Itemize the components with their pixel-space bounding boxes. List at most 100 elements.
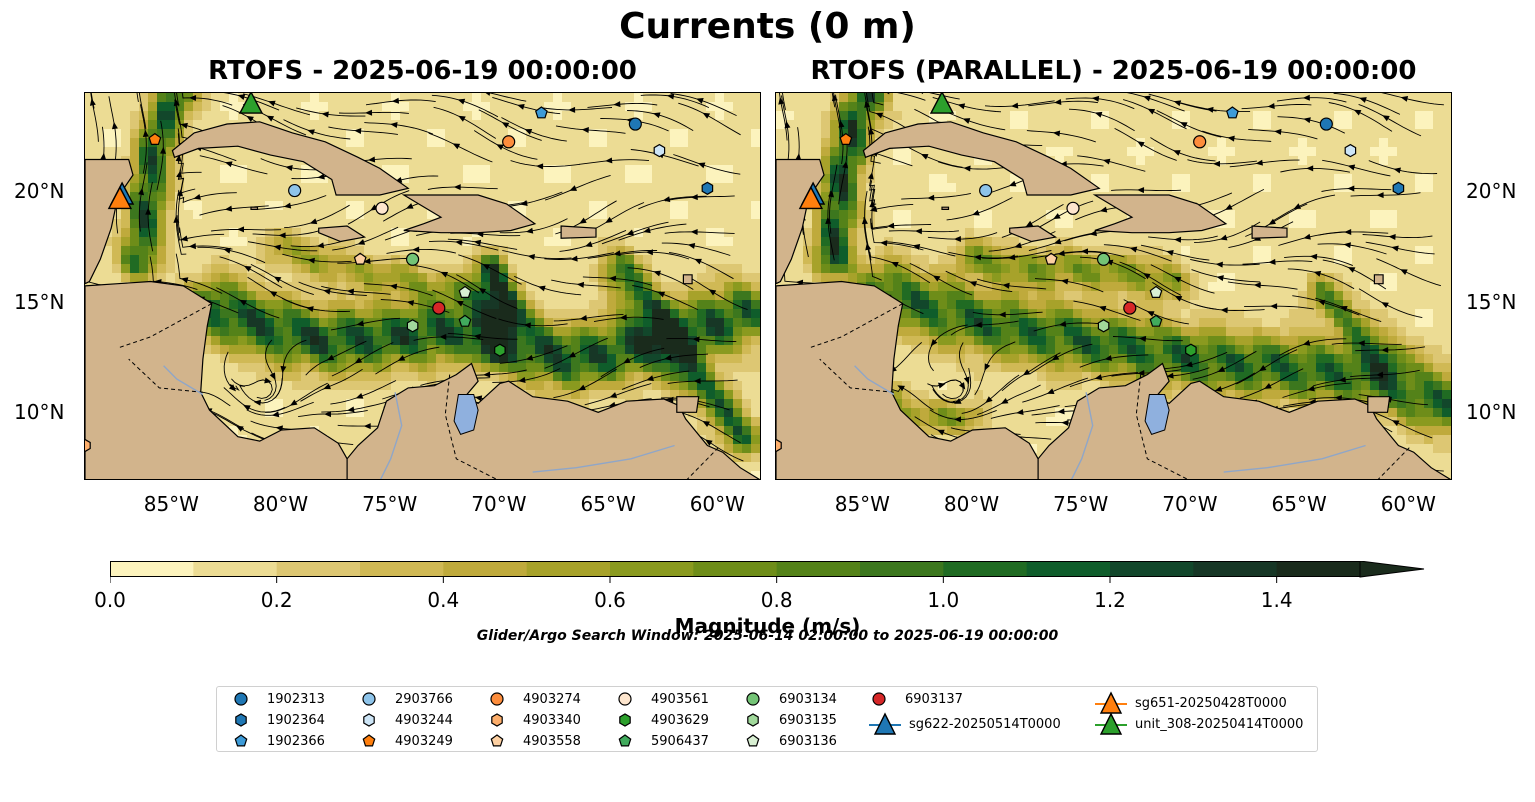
land-southam bbox=[346, 362, 760, 479]
lon-tick-label: 85°W bbox=[143, 492, 199, 516]
left-map-panel bbox=[84, 92, 761, 480]
legend-marker-icon bbox=[747, 713, 759, 727]
legend-item: unit_308-20250414T0000 bbox=[1093, 712, 1303, 736]
colorbar-bin bbox=[776, 561, 861, 577]
lon-tick-label: 70°W bbox=[471, 492, 527, 516]
land-caymans bbox=[250, 206, 259, 211]
colorbar-bin bbox=[276, 561, 361, 577]
legend-label: 4903561 bbox=[651, 691, 709, 707]
lon-tick-label: 80°W bbox=[252, 492, 309, 516]
lon-tick-label: 85°W bbox=[834, 492, 890, 516]
legend-item: 4903629 bbox=[613, 712, 709, 728]
right-map-canvas bbox=[776, 93, 1451, 479]
land-hispaniola bbox=[1092, 194, 1228, 234]
legend-marker-icon bbox=[872, 692, 886, 706]
left-map-canvas bbox=[85, 93, 760, 479]
colorbar-bin bbox=[943, 561, 1028, 577]
legend-label: 2903766 bbox=[395, 691, 453, 707]
marker-6903137 bbox=[1123, 301, 1137, 315]
legend-marker-icon bbox=[869, 712, 901, 735]
marker-2903766 bbox=[288, 183, 302, 198]
legend-item: 4903558 bbox=[485, 733, 581, 749]
legend-label: 1902313 bbox=[267, 691, 325, 707]
colorbar-tick-label: 1.0 bbox=[927, 588, 960, 612]
legend-marker-icon bbox=[363, 713, 375, 727]
legend-item: 4903561 bbox=[613, 691, 709, 707]
legend-label: 4903340 bbox=[523, 712, 581, 728]
land-puertorico bbox=[1251, 225, 1288, 239]
lon-tick-label: 70°W bbox=[1162, 492, 1218, 516]
marker-2903766 bbox=[979, 183, 993, 198]
colorbar-bin bbox=[860, 561, 944, 577]
platform-legend: 1902313 1902364 1902366 2903766 4903244 49032… bbox=[216, 686, 1318, 752]
land-hispaniola bbox=[401, 194, 537, 234]
legend-label: 4903274 bbox=[523, 691, 581, 707]
glider-unit_308-20250414T0000 bbox=[238, 93, 264, 114]
marker-4903629 bbox=[494, 343, 506, 357]
legend-item: sg622-20250514T0000 bbox=[867, 712, 1061, 736]
colorbar-tick-label: 0.6 bbox=[594, 588, 626, 612]
marker-1902366 bbox=[1225, 106, 1239, 119]
marker-4903340 bbox=[776, 438, 782, 453]
legend-marker-icon bbox=[746, 692, 760, 706]
marker-5906437 bbox=[1149, 314, 1163, 327]
marker-6903135 bbox=[1097, 319, 1110, 333]
lon-tick-label: 65°W bbox=[1271, 492, 1327, 516]
figure-title: Currents (0 m) bbox=[619, 6, 916, 47]
legend-marker-icon bbox=[618, 692, 632, 706]
legend-label: sg651-20250428T0000 bbox=[1135, 695, 1287, 711]
colorbar-tick-label: 0.0 bbox=[94, 588, 126, 612]
platform-markers bbox=[776, 93, 1405, 453]
legend-item: 2903766 bbox=[357, 691, 453, 707]
legend-label: 1902364 bbox=[267, 712, 325, 728]
legend-item: 4903274 bbox=[485, 691, 581, 707]
colorbar-tick-label: 0.2 bbox=[260, 588, 293, 612]
colorbar-bin bbox=[443, 561, 528, 577]
colorbar-bin bbox=[110, 561, 194, 577]
marker-4903249 bbox=[839, 132, 853, 146]
glider-unit_308-20250414T0000 bbox=[929, 93, 955, 114]
legend-item: 6903137 bbox=[867, 691, 963, 707]
legend-item: 6903136 bbox=[741, 733, 837, 749]
land-puertorico bbox=[560, 225, 597, 239]
legend-label: 4903249 bbox=[395, 733, 453, 749]
legend-marker-icon bbox=[362, 734, 376, 747]
lat-tick-label: 10°N bbox=[1466, 400, 1517, 425]
colorbar-bin bbox=[1193, 561, 1278, 577]
land-trinidad bbox=[676, 396, 700, 413]
colorbar-bin bbox=[526, 561, 611, 577]
legend-item: 4903244 bbox=[357, 712, 453, 728]
legend-label: 6903137 bbox=[905, 691, 963, 707]
marker-6903135 bbox=[406, 319, 419, 333]
search-window-text: Glider/Argo Search Window: 2025-06-14 02… bbox=[476, 628, 1059, 644]
marker-4903629 bbox=[1185, 343, 1197, 357]
marker-6903136 bbox=[458, 285, 472, 298]
legend-marker-icon bbox=[1095, 712, 1127, 735]
lake-maracaibo bbox=[453, 394, 479, 436]
lat-tick-label: 20°N bbox=[1466, 178, 1517, 203]
lon-tick-label: 80°W bbox=[943, 492, 1000, 516]
marker-6903136 bbox=[1149, 285, 1163, 298]
legend-marker-icon bbox=[362, 692, 376, 706]
legend-item: 1902364 bbox=[229, 712, 325, 728]
legend-label: 4903558 bbox=[523, 733, 581, 749]
legend-label: 5906437 bbox=[651, 733, 709, 749]
left-panel-title: RTOFS - 2025-06-19 00:00:00 bbox=[208, 56, 637, 86]
lat-tick-label: 15°N bbox=[14, 289, 65, 314]
legend-label: 6903136 bbox=[779, 733, 837, 749]
lat-tick-label: 15°N bbox=[1466, 289, 1517, 314]
legend-marker-icon bbox=[619, 713, 631, 727]
lake-maracaibo bbox=[1144, 394, 1170, 436]
colorbar-label: Magnitude (m/s) bbox=[674, 614, 861, 638]
colorbar-bin bbox=[1110, 561, 1194, 577]
legend-item: 1902366 bbox=[229, 733, 325, 749]
colorbar-tick-label: 0.4 bbox=[427, 588, 460, 612]
lon-tick-label: 65°W bbox=[580, 492, 636, 516]
right-map-panel bbox=[775, 92, 1452, 480]
legend-marker-icon bbox=[746, 734, 760, 747]
legend-label: 6903134 bbox=[779, 691, 837, 707]
colorbar-bin bbox=[360, 561, 444, 577]
marker-4903561 bbox=[1066, 201, 1080, 215]
legend-item: 5906437 bbox=[613, 733, 709, 749]
legend-item: 6903134 bbox=[741, 691, 837, 707]
